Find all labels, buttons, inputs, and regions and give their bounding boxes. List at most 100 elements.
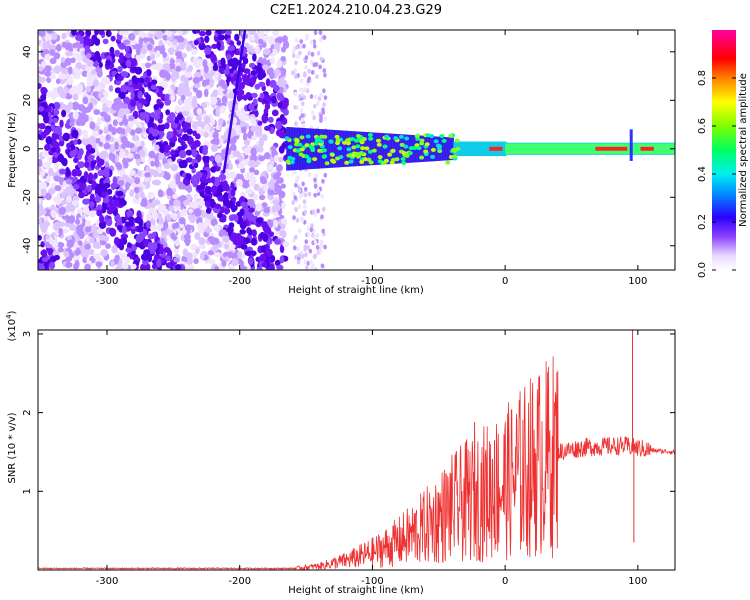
spectrogram-cell — [134, 176, 141, 185]
spectrogram-cell — [306, 245, 311, 251]
spectrogram-cell — [303, 209, 308, 215]
spectrogram-cell — [323, 172, 328, 178]
spectrogram-cell — [256, 146, 264, 153]
spectrogram-cell — [88, 210, 97, 218]
spectrogram-cell — [180, 140, 186, 146]
spectrogram-cell — [139, 111, 145, 118]
spectrogram-cell — [135, 127, 143, 135]
spectrogram-cell — [73, 139, 78, 145]
spectrogram-cell — [267, 116, 274, 123]
spectrogram-cell — [309, 59, 314, 65]
spectrogram-cell — [111, 245, 118, 254]
spectrogram-cell — [64, 221, 72, 228]
spectrogram-cell — [61, 68, 69, 75]
spectrogram-cell — [70, 57, 76, 64]
spectrogram-cell — [77, 161, 85, 169]
spectrogram-cell — [299, 39, 304, 44]
spectrogram-cell — [261, 221, 268, 229]
spectrogram-cell — [173, 206, 179, 213]
spectrogram-band-cell — [466, 141, 469, 157]
spectrogram-cell — [282, 101, 289, 107]
spectrogram-band-cell — [313, 141, 319, 146]
spectrogram-cell — [296, 175, 300, 181]
spectrogram-cell — [140, 201, 148, 207]
spectrogram-cell — [280, 183, 286, 189]
spectrogram-cell — [192, 95, 198, 105]
spectrogram-cell — [118, 91, 126, 100]
spectrogram-cell — [315, 244, 320, 250]
spectrogram-cell — [319, 113, 323, 119]
spectrogram-band-cell — [437, 149, 443, 154]
spectrogram-cell — [120, 252, 128, 261]
spectrogram-cell — [87, 154, 95, 161]
spectrogram-band-cell — [483, 141, 486, 157]
spectrogram-band-cell — [329, 152, 335, 157]
spectrogram-cell — [147, 120, 155, 130]
spectrogram-cell — [210, 166, 217, 173]
spectrogram-cell — [181, 229, 187, 235]
spectrogram-cell — [55, 78, 61, 85]
spectrogram-cell — [90, 160, 96, 169]
spectrogram-band-cell — [452, 154, 458, 159]
spectrogram-cell — [149, 202, 156, 209]
spectrogram-cell — [50, 126, 57, 132]
spectrogram-cell — [69, 224, 76, 231]
spectrogram-cell — [303, 259, 308, 265]
spectrogram-x-ticks: -300 -200 -100 0 100 — [96, 30, 647, 287]
spectrogram-cell — [54, 185, 62, 192]
spectrogram-cell — [307, 191, 312, 197]
spectrogram-band-cell — [398, 134, 404, 139]
spectrogram-cell — [85, 224, 92, 233]
spectrogram-cell — [158, 203, 166, 211]
spectrogram-cell — [131, 244, 138, 252]
spectrogram-cell — [301, 181, 305, 187]
spectrogram-cell — [101, 106, 110, 113]
spectrogram-band-cell — [464, 141, 467, 157]
spectrogram-cell — [195, 171, 203, 179]
snr-y-ticks: 1 2 3 — [22, 331, 675, 494]
spectrogram-cell — [296, 184, 301, 190]
spectrogram-cell — [151, 64, 159, 70]
spectrogram-cell — [72, 93, 79, 101]
spectrogram-cell — [94, 51, 101, 60]
spectrogram-band-cell — [322, 134, 328, 139]
spectrogram-cell — [135, 192, 140, 200]
spectrogram-cell — [218, 173, 227, 182]
spectrogram-band-cell — [305, 128, 308, 170]
spectrogram-cell — [175, 65, 182, 72]
spectrogram-cell — [42, 182, 48, 190]
spectrogram-cell — [191, 148, 197, 158]
spectrogram-cell — [68, 215, 76, 224]
y-tick-label: -40 — [22, 238, 33, 254]
spectrogram-cell — [315, 74, 319, 80]
spectrogram-cell — [110, 260, 115, 268]
spectrogram-cell — [92, 231, 99, 238]
spectrogram-cell — [129, 99, 137, 107]
spectrogram-band-cell — [429, 136, 432, 162]
y-tick-label: 20 — [22, 94, 33, 107]
spectrogram-band-cell — [349, 137, 355, 142]
spectrogram-cell — [77, 208, 84, 215]
spectrogram-band-cell — [425, 133, 431, 138]
spectrogram-cell — [144, 76, 150, 84]
spectrogram-cell — [56, 86, 64, 95]
spectrogram-band-cell — [419, 155, 425, 160]
spectrogram-cell — [92, 241, 100, 249]
spectrogram-cell — [214, 265, 220, 270]
spectrogram-cell — [85, 219, 92, 227]
spectrogram-cell — [151, 129, 159, 137]
spectrogram-cell — [143, 249, 151, 257]
spectrogram-cell — [204, 227, 213, 234]
spectrogram-cell — [242, 57, 249, 65]
spectrogram-cell — [303, 204, 307, 210]
spectrogram-cell — [187, 214, 194, 221]
spectrogram-band-cell — [333, 130, 337, 168]
spectrogram-cell — [292, 191, 296, 197]
spectrogram-cell — [88, 102, 94, 111]
spectrogram-cell — [38, 106, 45, 112]
spectrogram-cell — [216, 187, 222, 196]
spectrogram-cell — [75, 62, 83, 70]
spectrogram-cell — [163, 246, 171, 254]
spectrogram-band-cell — [337, 146, 343, 151]
spectrogram-cell — [279, 114, 285, 120]
